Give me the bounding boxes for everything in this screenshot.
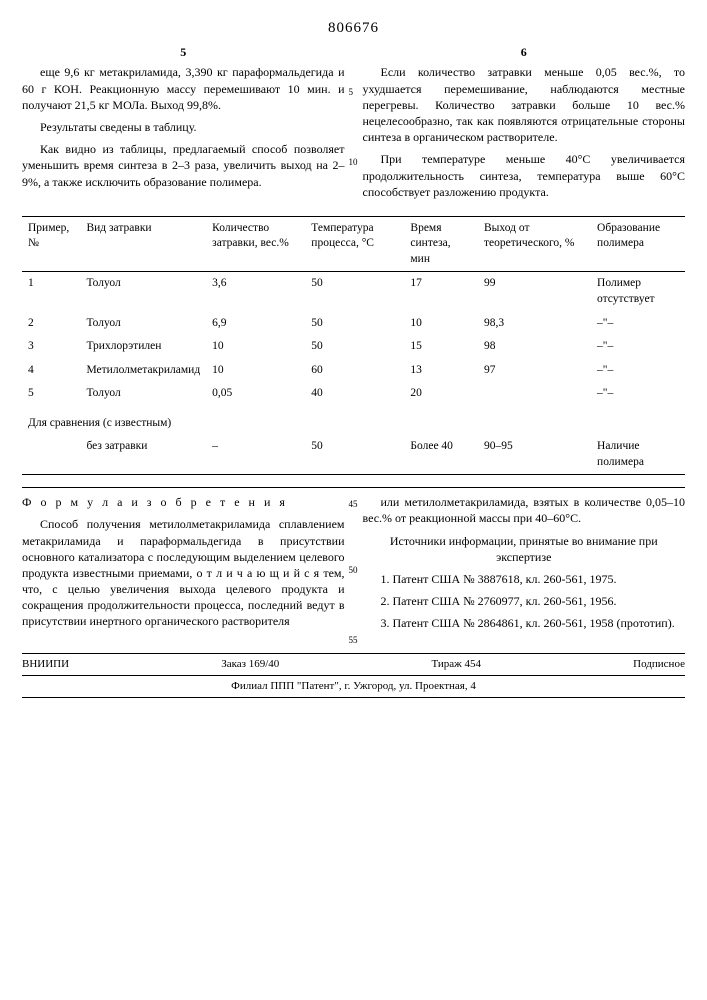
td: 1 bbox=[22, 272, 80, 312]
para: Если количество затравки меньше 0,05 вес… bbox=[363, 64, 686, 145]
formula-right: 45 50 55 или метилолметакриламида, взяты… bbox=[363, 494, 686, 637]
td: Более 40 bbox=[404, 435, 478, 475]
td: –"– bbox=[591, 382, 685, 406]
col-num-left: 5 bbox=[22, 44, 345, 60]
formula-text: Способ получения метилолметакриламида сп… bbox=[22, 516, 345, 629]
td: без затравки bbox=[80, 435, 206, 475]
line-mark: 10 bbox=[349, 156, 358, 168]
body-columns: 5 еще 9,6 кг метакриламида, 3,390 кг пар… bbox=[22, 44, 685, 206]
td: 6,9 bbox=[206, 312, 305, 336]
right-column: 6 5 10 Если количество затравки меньше 0… bbox=[363, 44, 686, 206]
td: –"– bbox=[591, 312, 685, 336]
line-mark: 55 bbox=[349, 634, 358, 646]
th: Выход от теоретического, % bbox=[478, 216, 591, 272]
th: Температура процесса, °С bbox=[305, 216, 404, 272]
td: 50 bbox=[305, 435, 404, 475]
line-mark: 5 bbox=[349, 86, 354, 98]
td: 5 bbox=[22, 382, 80, 406]
td: 98 bbox=[478, 335, 591, 359]
td: 17 bbox=[404, 272, 478, 312]
td: 90–95 bbox=[478, 435, 591, 475]
td: – bbox=[206, 435, 305, 475]
td: 10 bbox=[206, 359, 305, 383]
td: 99 bbox=[478, 272, 591, 312]
patent-number: 806676 bbox=[22, 18, 685, 38]
para: еще 9,6 кг метакриламида, 3,390 кг параф… bbox=[22, 64, 345, 113]
compare-label: Для сравнения (с известным) bbox=[22, 406, 685, 436]
td: 40 bbox=[305, 382, 404, 406]
para: Результаты сведены в таблицу. bbox=[22, 119, 345, 135]
results-table: Пример, № Вид затравки Количество затрав… bbox=[22, 216, 685, 475]
th: Пример, № bbox=[22, 216, 80, 272]
td: Наличие полимера bbox=[591, 435, 685, 475]
td bbox=[478, 382, 591, 406]
line-mark: 50 bbox=[349, 564, 358, 576]
footer-org: ВНИИПИ bbox=[22, 657, 69, 672]
th: Образование полимера bbox=[591, 216, 685, 272]
td: Толуол bbox=[80, 312, 206, 336]
td: 13 bbox=[404, 359, 478, 383]
sources-title: Источники информации, принятые во вниман… bbox=[363, 533, 686, 565]
source-item: 3. Патент США № 2864861, кл. 260-561, 19… bbox=[363, 615, 686, 631]
td: Толуол bbox=[80, 382, 206, 406]
td: Полимер отсутствует bbox=[591, 272, 685, 312]
td: 2 bbox=[22, 312, 80, 336]
td: 3,6 bbox=[206, 272, 305, 312]
td: 97 bbox=[478, 359, 591, 383]
col-num-right: 6 bbox=[363, 44, 686, 60]
footer-order: Заказ 169/40 bbox=[221, 657, 279, 672]
th: Вид затравки bbox=[80, 216, 206, 272]
td: 98,3 bbox=[478, 312, 591, 336]
td: 10 bbox=[404, 312, 478, 336]
td: –"– bbox=[591, 335, 685, 359]
footer-bar: ВНИИПИ Заказ 169/40 Тираж 454 Подписное bbox=[22, 653, 685, 676]
footer-address: Филиал ППП "Патент", г. Ужгород, ул. Про… bbox=[22, 676, 685, 698]
td bbox=[22, 435, 80, 475]
para: Как видно из таблицы, предлагаемый спосо… bbox=[22, 141, 345, 190]
formula-text: или метилолметакриламида, взятых в колич… bbox=[363, 494, 686, 526]
td: 0,05 bbox=[206, 382, 305, 406]
th: Количество затравки, вес.% bbox=[206, 216, 305, 272]
td: 60 bbox=[305, 359, 404, 383]
footer-tirazh: Тираж 454 bbox=[431, 657, 481, 672]
td: 50 bbox=[305, 335, 404, 359]
source-item: 2. Патент США № 2760977, кл. 260-561, 19… bbox=[363, 593, 686, 609]
td: 50 bbox=[305, 272, 404, 312]
source-item: 1. Патент США № 3887618, кл. 260-561, 19… bbox=[363, 571, 686, 587]
td: 3 bbox=[22, 335, 80, 359]
left-column: 5 еще 9,6 кг метакриламида, 3,390 кг пар… bbox=[22, 44, 345, 206]
td: 15 bbox=[404, 335, 478, 359]
td: 10 bbox=[206, 335, 305, 359]
td: –"– bbox=[591, 359, 685, 383]
footer-sub: Подписное bbox=[633, 657, 685, 672]
formula-left: Ф о р м у л а и з о б р е т е н и я Спос… bbox=[22, 494, 345, 637]
td: Толуол bbox=[80, 272, 206, 312]
formula-section: Ф о р м у л а и з о б р е т е н и я Спос… bbox=[22, 487, 685, 637]
td: 4 bbox=[22, 359, 80, 383]
td: 20 bbox=[404, 382, 478, 406]
td: 50 bbox=[305, 312, 404, 336]
td: Трихлорэтилен bbox=[80, 335, 206, 359]
line-mark: 45 bbox=[349, 498, 358, 510]
td: Метилолметакриламид bbox=[80, 359, 206, 383]
th: Время синтеза, мин bbox=[404, 216, 478, 272]
para: При температуре меньше 40°С увеличиваетс… bbox=[363, 151, 686, 200]
formula-title: Ф о р м у л а и з о б р е т е н и я bbox=[22, 494, 345, 510]
